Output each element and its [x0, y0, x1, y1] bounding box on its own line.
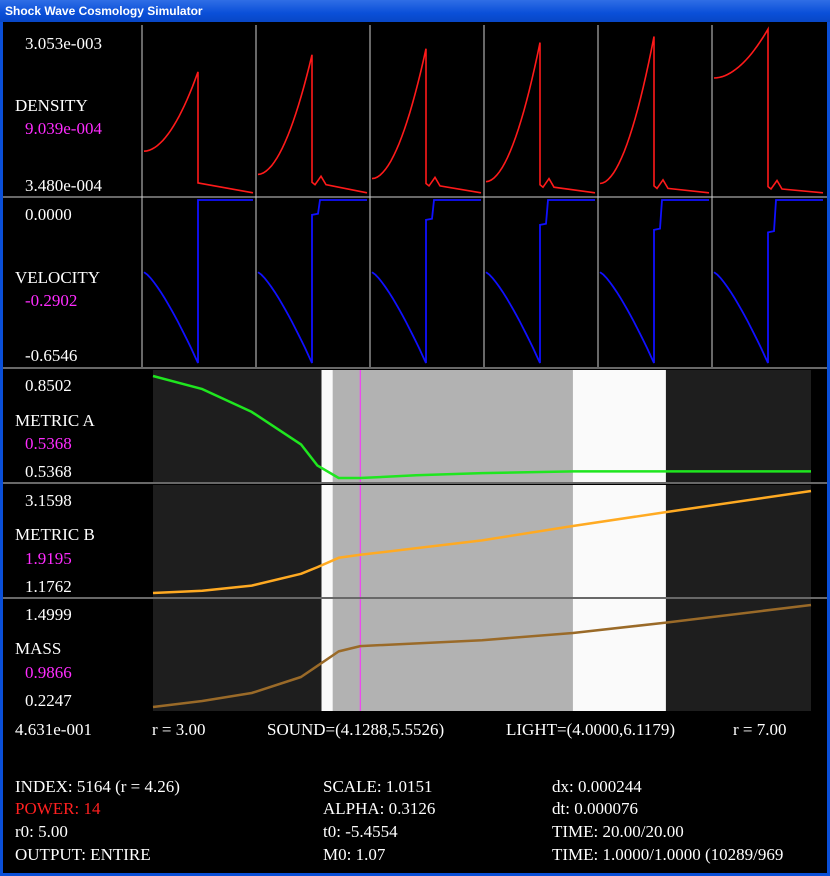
mass-label: MASS — [15, 639, 62, 658]
velocity-panel — [143, 199, 823, 364]
mass-sound-band — [332, 599, 573, 711]
density-snapshot-5 — [599, 36, 710, 194]
metric-a-label: METRIC A — [15, 411, 95, 430]
status-dx: dx: 0.000244 — [552, 777, 642, 796]
panel-grid — [3, 25, 827, 599]
metric-a-panel — [152, 370, 811, 482]
density-current: 9.039e-004 — [25, 119, 102, 138]
metric-a-current: 0.5368 — [25, 434, 72, 453]
density-panel — [143, 26, 824, 194]
range-r-end: r = 7.00 — [733, 720, 787, 739]
metric-a-curve — [152, 374, 811, 480]
velocity-snapshot-5 — [599, 199, 709, 364]
mass-panel — [152, 599, 812, 711]
range-sound: SOUND=(4.1288,5.5526) — [267, 720, 445, 739]
status-dt: dt: 0.000076 — [552, 799, 638, 818]
metric-b-min: 1.1762 — [25, 577, 72, 596]
density-min: 3.480e-004 — [25, 176, 102, 195]
velocity-current: -0.2902 — [25, 291, 78, 310]
velocity-snapshot-1 — [143, 199, 253, 364]
status-output: OUTPUT: ENTIRE — [15, 845, 151, 864]
velocity-snapshot-4 — [485, 199, 595, 364]
metric-b-panel — [152, 485, 812, 597]
status-power: POWER: 14 — [15, 799, 101, 818]
velocity-snapshot-2 — [257, 199, 367, 364]
density-max: 3.053e-003 — [25, 34, 102, 53]
window-title: Shock Wave Cosmology Simulator — [5, 4, 203, 18]
density-snapshot-2 — [257, 54, 368, 194]
metric-b-current: 1.9195 — [25, 549, 72, 568]
density-label: DENSITY — [15, 96, 88, 115]
velocity-snapshot-3 — [371, 199, 481, 364]
range-left-value: 4.631e-001 — [15, 720, 92, 739]
window-frame — [0, 22, 830, 876]
status-alpha: ALPHA: 0.3126 — [323, 799, 436, 818]
density-snapshot-1 — [143, 71, 254, 194]
mass-curve — [152, 603, 812, 709]
mass-max: 1.4999 — [25, 605, 72, 624]
velocity-label: VELOCITY — [15, 268, 100, 287]
status-scale: SCALE: 1.0151 — [323, 777, 433, 796]
status-t0: t0: -5.4554 — [323, 822, 398, 841]
status-index: INDEX: 5164 (r = 4.26) — [15, 777, 180, 796]
metric-b-max: 3.1598 — [25, 491, 72, 510]
velocity-min: -0.6546 — [25, 346, 78, 365]
velocity-max: 0.0000 — [25, 205, 72, 224]
density-snapshot-3 — [371, 48, 482, 194]
range-r-start: r = 3.00 — [152, 720, 206, 739]
metric-a-sound-band — [332, 370, 573, 482]
status-time-scale: TIME: 1.0000/1.0000 (10289/969 — [552, 845, 784, 864]
metric-b-curve — [152, 489, 812, 595]
status-r0: r0: 5.00 — [15, 822, 68, 841]
mass-current: 0.9866 — [25, 663, 72, 682]
density-snapshot-4 — [485, 42, 596, 194]
range-light: LIGHT=(4.0000,6.1179) — [506, 720, 676, 739]
plot-area — [3, 25, 827, 711]
status-time-steps: TIME: 20.00/20.00 — [552, 822, 684, 841]
metric-b-label: METRIC B — [15, 525, 95, 544]
metric-b-sound-band — [332, 485, 573, 597]
mass-min: 0.2247 — [25, 691, 72, 710]
title-bar[interactable]: Shock Wave Cosmology Simulator — [0, 0, 830, 22]
metric-a-min: 0.5368 — [25, 462, 72, 481]
density-snapshot-6 — [713, 26, 824, 194]
metric-a-max: 0.8502 — [25, 376, 72, 395]
velocity-snapshot-6 — [713, 199, 823, 364]
status-m0: M0: 1.07 — [323, 845, 386, 864]
